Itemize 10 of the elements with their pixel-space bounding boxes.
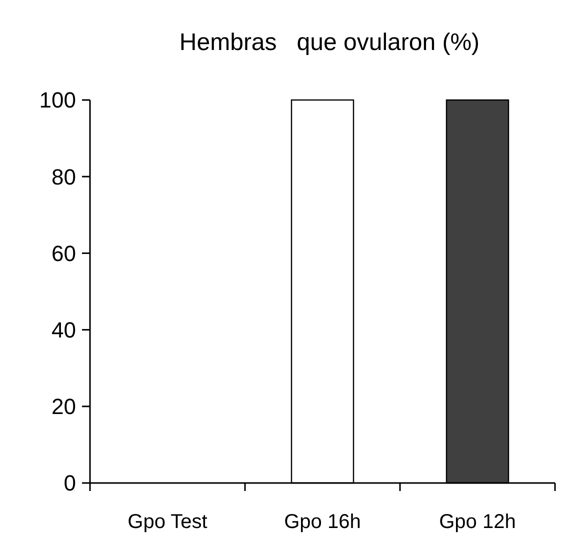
- y-tick-label: 20: [52, 394, 76, 420]
- y-tick-label: 80: [52, 164, 76, 190]
- x-tick-label: Gpo 12h: [439, 511, 516, 533]
- y-tick-label: 60: [52, 240, 76, 266]
- y-tick-label: 0: [64, 470, 76, 496]
- y-tick-label: 40: [52, 318, 76, 342]
- chart-title: Hembras que ovularon (%): [179, 29, 480, 56]
- y-tick-label: 100: [39, 88, 76, 113]
- x-tick-label: Gpo 16h: [284, 511, 361, 533]
- x-tick-label: Gpo Test: [128, 511, 208, 533]
